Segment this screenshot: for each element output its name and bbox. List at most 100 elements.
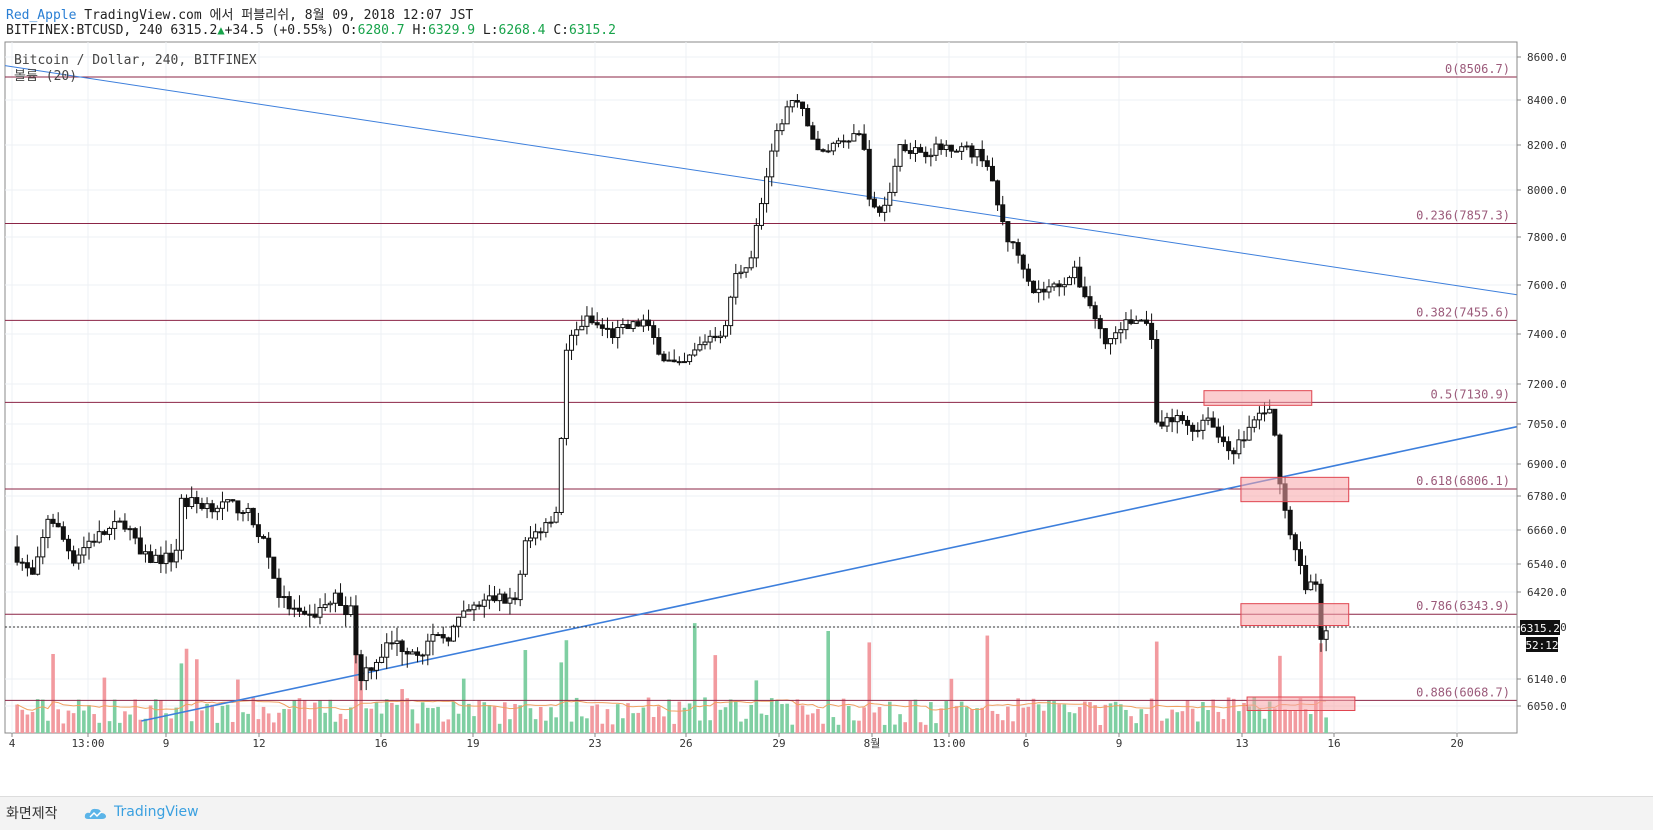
candle-up [322,604,328,609]
candle-up [615,327,621,339]
volume-bar [35,699,40,733]
candle-up [456,616,462,627]
candle-up [569,334,575,351]
volume-bar [836,724,841,733]
volume-bar [143,718,148,733]
volume-bar [1273,708,1277,733]
candle-down [476,604,482,607]
volume-bar [230,721,235,733]
highlight-zone [1240,603,1350,627]
volume-bar [898,714,902,733]
candle-down [661,353,667,362]
candle-up [728,296,734,327]
candle-up [959,146,965,152]
candle-up [527,537,533,542]
candle-down [1092,305,1098,320]
price-chart[interactable]: 0(8506.7) 0.236(7857.3) 0.382(7455.6) 0.5(7… [0,0,1653,796]
volume-bar [66,710,71,733]
candle-up [553,511,559,523]
volume-bar [739,721,743,733]
volume-bar [929,702,933,733]
candle-down [271,556,277,579]
candle-down [815,138,821,151]
volume-bar [775,699,779,733]
candle-up [486,595,492,601]
candle-up [733,273,739,298]
candle-down [24,562,30,569]
candle-up [1251,419,1257,428]
volume-bar [1093,705,1097,733]
candle-up [163,552,169,565]
volume-bar [256,719,261,733]
volume-bar [287,709,291,733]
candle-down [404,651,410,655]
volume-bar [1196,721,1200,733]
volume-bar [852,720,856,733]
volume-bar [364,708,368,733]
volume-bar [1170,709,1174,733]
volume-bar [585,718,589,733]
candle-down [368,667,374,671]
candle-down [1149,322,1155,340]
time-axis[interactable]: 4 13:00 9 12 16 19 23 26 29 8월 13:00 6 9 13 16 20 [9,733,1464,750]
volume-bar [107,721,112,733]
volume-bar [1247,706,1251,733]
volume-bar [307,719,312,733]
candle-up [830,142,836,152]
volume-bar [990,710,995,733]
volume-bar [636,712,641,733]
candle-up [943,144,949,151]
price-axis[interactable]: 8600.0 8400.0 8200.0 8000.0 7800.0 7600.0 7400… [1517,51,1567,713]
volume-bar [395,704,399,733]
volume-bar [1190,708,1195,733]
highlight-zone [1246,696,1356,711]
candle-down [60,526,66,540]
candle-down [122,520,128,530]
candle-down [1303,564,1309,591]
volume-bar [179,663,184,733]
volume-bar [76,699,81,733]
candle-up [692,349,698,356]
candle-down [91,540,97,543]
candle-down [1082,286,1088,298]
volume-bar [1201,702,1205,733]
author-name[interactable]: Red_Apple [6,8,77,23]
volume-bar [25,714,30,733]
candle-up [76,554,82,564]
candle-down [989,165,995,182]
candle-up [774,130,780,152]
y-tick-label: 6540.0 [1527,558,1567,571]
y-tick-label: 8000.0 [1527,184,1567,197]
volume-bar [1262,718,1267,733]
x-tick-label: 12 [252,737,265,750]
candle-down [1215,426,1221,438]
tradingview-cloud-icon[interactable] [84,805,108,821]
footer-brand-link[interactable]: TradingView [114,804,199,820]
volume-bar [436,706,440,733]
candle-up [723,325,729,337]
candle-up [173,549,179,563]
candle-down [502,593,508,604]
candle-down [14,546,20,563]
low-value: 6268.4 [498,23,546,38]
chart-header-ohlc: BITFINEX:BTCUSD, 240 6315.2▲+34.5 (+0.55… [6,23,616,38]
volume-bar [1185,700,1190,733]
volume-bar [1149,698,1154,733]
candle-down [651,325,657,339]
candle-up [379,656,385,663]
candle-up [892,165,898,193]
volume-bar [923,724,928,733]
last-price-badge-text: 6315.2 [1520,622,1560,635]
volume-bar [205,703,209,733]
volume-bar [246,713,250,733]
publish-info: TradingView.com 에서 퍼블리쉬, 8월 09, 2018 12:… [84,8,474,23]
volume-bar [723,707,728,733]
candle-up [964,145,970,148]
candle-down [65,538,71,552]
candle-up [219,501,225,509]
candle-down [1025,268,1031,282]
volume-bar [1288,710,1292,733]
candle-up [142,551,148,555]
volume-bar [959,701,964,733]
volume-bar [841,698,846,733]
